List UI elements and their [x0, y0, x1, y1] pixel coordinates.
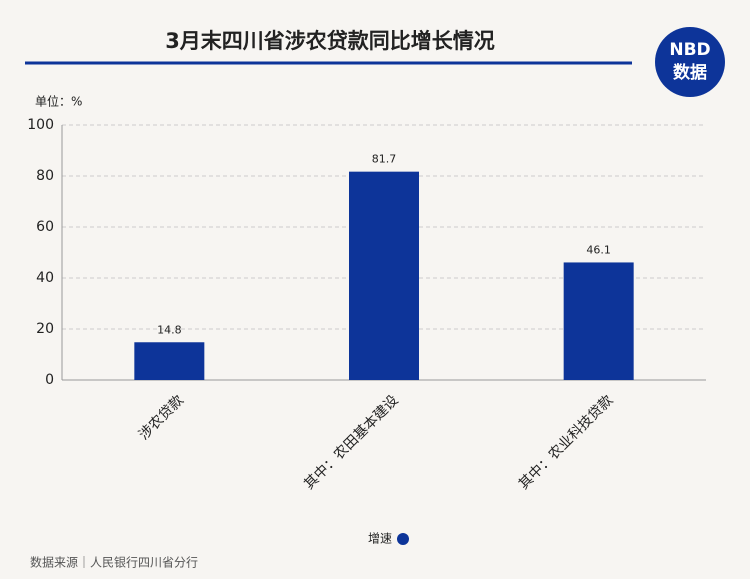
legend-marker — [397, 533, 409, 545]
logo-text: 数据 — [673, 62, 707, 83]
y-tick-label: 80 — [36, 168, 54, 184]
y-axis-label: 单位：% — [35, 94, 82, 109]
logo — [655, 27, 725, 97]
bar — [349, 171, 419, 380]
bar — [134, 342, 205, 380]
y-tick-label: 40 — [36, 270, 54, 286]
bar — [563, 262, 634, 380]
source: 数据来源｜人民银行四川省分行 — [30, 555, 198, 570]
y-tick-label: 60 — [36, 219, 54, 235]
y-tick-label: 100 — [27, 117, 54, 133]
logo-text: NBD — [669, 40, 710, 60]
legend-label: 增速 — [368, 532, 392, 546]
value-label: 14.8 — [157, 323, 182, 336]
chart-title: 3月末四川省涉农贷款同比增长情况 — [165, 29, 495, 53]
value-label: 81.7 — [372, 153, 397, 166]
y-tick-label: 0 — [45, 372, 54, 388]
y-tick-label: 20 — [36, 321, 54, 337]
value-label: 46.1 — [586, 243, 611, 256]
